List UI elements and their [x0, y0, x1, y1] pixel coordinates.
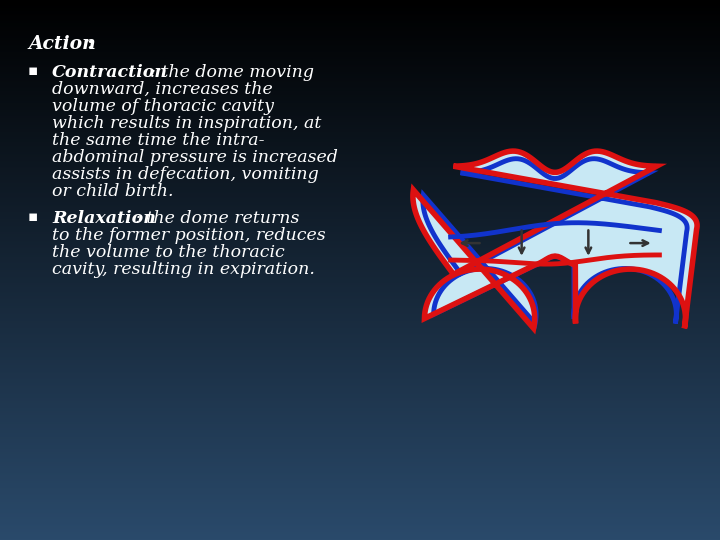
Text: cavity, resulting in expiration.: cavity, resulting in expiration. [52, 261, 315, 278]
Text: to the former position, reduces: to the former position, reduces [52, 227, 325, 244]
Text: : the dome returns: : the dome returns [135, 210, 300, 227]
Text: abdominal pressure is increased: abdominal pressure is increased [52, 149, 338, 166]
Text: Action: Action [28, 35, 96, 53]
Text: assists in defecation, vomiting: assists in defecation, vomiting [52, 166, 319, 183]
Text: Contraction: Contraction [52, 64, 168, 81]
Text: which results in inspiration, at: which results in inspiration, at [52, 115, 321, 132]
Text: downward, increases the: downward, increases the [52, 81, 273, 98]
Text: or child birth.: or child birth. [52, 183, 174, 200]
Text: : the dome moving: : the dome moving [150, 64, 314, 81]
Text: the volume to the thoracic: the volume to the thoracic [52, 244, 284, 261]
Text: volume of thoracic cavity: volume of thoracic cavity [52, 98, 274, 115]
Polygon shape [413, 151, 697, 328]
Text: ▪: ▪ [28, 210, 38, 224]
Text: ▪: ▪ [28, 64, 38, 78]
Text: the same time the intra-: the same time the intra- [52, 132, 264, 149]
Text: Relaxation: Relaxation [52, 210, 156, 227]
Text: :: : [86, 35, 93, 53]
